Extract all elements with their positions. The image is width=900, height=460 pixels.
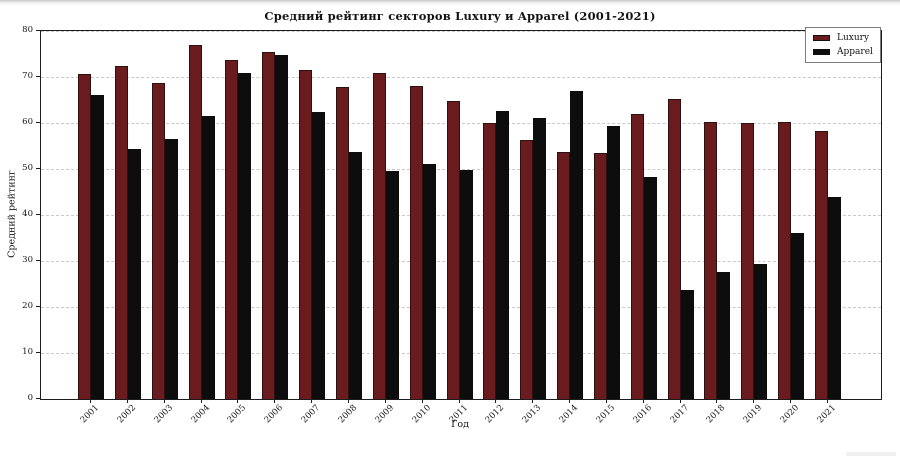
bar-luxury-2008: [335, 87, 349, 399]
ytick-label-40: 40: [22, 208, 33, 219]
bar-apparel-2003: [164, 139, 178, 399]
ytick-mark-50: [36, 168, 40, 169]
xtick-mark-2019: [753, 399, 755, 403]
bar-apparel-2016: [643, 176, 657, 399]
xtick-mark-2002: [126, 399, 128, 403]
luxury-swatch-icon: [813, 35, 830, 41]
watermark-smudge: [846, 452, 896, 456]
ytick-label-10: 10: [22, 346, 33, 357]
ytick-mark-20: [36, 306, 40, 307]
bar-apparel-2017: [680, 289, 694, 399]
ytick-mark-0: [36, 398, 40, 399]
legend-item-luxury: Luxury: [813, 33, 873, 43]
gridline-70: [41, 77, 881, 78]
gridline-80: [41, 31, 881, 32]
gridline-60: [41, 123, 881, 124]
bar-apparel-2012: [496, 111, 510, 399]
bar-apparel-2021: [828, 196, 841, 399]
bar-apparel-2010: [422, 164, 436, 399]
xtick-mark-2016: [642, 399, 644, 403]
bar-luxury-2003: [151, 82, 165, 399]
ytick-label-50: 50: [22, 162, 33, 173]
ytick-label-20: 20: [22, 300, 33, 311]
ytick-label-80: 80: [22, 24, 33, 35]
bar-luxury-2005: [225, 59, 239, 399]
ytick-label-0: 0: [27, 392, 33, 403]
legend-label-luxury: Luxury: [837, 33, 870, 43]
xtick-mark-2010: [421, 399, 423, 403]
ytick-mark-80: [36, 30, 40, 31]
bar-apparel-2002: [127, 148, 141, 399]
legend-item-apparel: Apparel: [813, 47, 873, 57]
screenshot-top-edge: [0, 0, 900, 5]
chart-title: Средний рейтинг секторов Luxury и Appare…: [264, 9, 656, 23]
bar-luxury-2013: [520, 140, 534, 399]
bar-apparel-2015: [606, 126, 620, 399]
bar-apparel-2007: [312, 111, 326, 399]
xtick-mark-2011: [458, 399, 460, 403]
xtick-mark-2007: [311, 399, 313, 403]
bar-luxury-2020: [778, 121, 792, 399]
bar-apparel-2011: [459, 170, 473, 399]
bar-apparel-2008: [348, 152, 362, 399]
xtick-mark-2001: [90, 399, 91, 403]
plot-area: [40, 30, 882, 400]
bar-apparel-2014: [570, 90, 584, 399]
bar-apparel-2006: [275, 54, 289, 399]
xtick-mark-2013: [532, 399, 534, 403]
bar-apparel-2019: [754, 263, 768, 399]
xtick-mark-2012: [495, 399, 497, 403]
bar-luxury-2006: [262, 52, 276, 399]
bar-luxury-2001: [78, 73, 91, 399]
bar-luxury-2017: [667, 99, 681, 399]
ytick-mark-70: [36, 76, 40, 77]
ytick-mark-30: [36, 260, 40, 261]
bar-luxury-2016: [630, 114, 644, 399]
xtick-mark-2014: [569, 399, 571, 403]
xtick-mark-2021: [827, 399, 828, 403]
xtick-mark-2004: [200, 399, 202, 403]
ytick-label-30: 30: [22, 254, 33, 265]
bar-luxury-2002: [114, 66, 128, 399]
xtick-mark-2005: [237, 399, 239, 403]
ytick-mark-10: [36, 352, 40, 353]
ytick-mark-40: [36, 214, 40, 215]
bar-luxury-2018: [704, 122, 718, 399]
bar-apparel-2001: [91, 95, 104, 399]
legend-label-apparel: Apparel: [837, 47, 873, 57]
bar-apparel-2009: [385, 171, 399, 399]
gridline-50: [41, 169, 881, 170]
legend: Luxury Apparel: [805, 27, 881, 63]
xtick-mark-2018: [716, 399, 718, 403]
bar-apparel-2005: [238, 73, 252, 399]
bar-luxury-2014: [557, 151, 571, 399]
bar-apparel-2004: [201, 116, 215, 399]
xtick-mark-2003: [163, 399, 165, 403]
bar-apparel-2013: [533, 117, 547, 399]
xtick-mark-2008: [347, 399, 349, 403]
ytick-mark-60: [36, 122, 40, 123]
bar-luxury-2010: [409, 86, 423, 399]
bar-apparel-2020: [791, 232, 805, 399]
xtick-mark-2015: [605, 399, 607, 403]
bar-luxury-2021: [815, 131, 828, 399]
x-axis-title: Год: [451, 419, 469, 430]
bar-apparel-2018: [717, 271, 731, 399]
bar-luxury-2011: [446, 101, 460, 399]
xtick-mark-2020: [790, 399, 792, 403]
apparel-swatch-icon: [813, 49, 830, 55]
xtick-mark-2006: [274, 399, 276, 403]
bar-luxury-2015: [593, 152, 607, 399]
bar-luxury-2012: [483, 122, 497, 399]
xtick-mark-2009: [384, 399, 386, 403]
ytick-label-70: 70: [22, 70, 33, 81]
ytick-label-60: 60: [22, 116, 33, 127]
bar-luxury-2009: [372, 72, 386, 399]
bar-luxury-2019: [741, 123, 755, 399]
bar-luxury-2004: [188, 45, 202, 399]
bar-luxury-2007: [299, 70, 313, 399]
xtick-mark-2017: [679, 399, 681, 403]
